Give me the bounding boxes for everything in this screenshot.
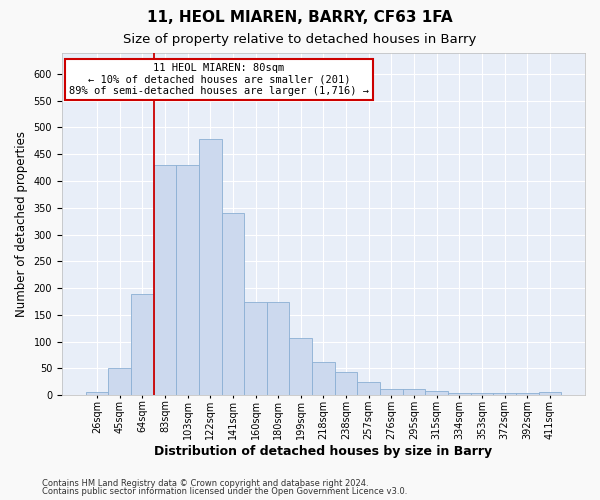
- Bar: [448, 392, 470, 396]
- Bar: [109, 368, 131, 396]
- Bar: [86, 392, 109, 396]
- Bar: [493, 392, 516, 396]
- Bar: [403, 389, 425, 396]
- Bar: [289, 338, 312, 396]
- Text: Contains HM Land Registry data © Crown copyright and database right 2024.: Contains HM Land Registry data © Crown c…: [42, 478, 368, 488]
- Bar: [380, 389, 403, 396]
- Bar: [221, 213, 244, 396]
- Bar: [312, 362, 335, 396]
- Bar: [176, 165, 199, 396]
- Text: 11, HEOL MIAREN, BARRY, CF63 1FA: 11, HEOL MIAREN, BARRY, CF63 1FA: [147, 10, 453, 25]
- Bar: [470, 392, 493, 396]
- Y-axis label: Number of detached properties: Number of detached properties: [15, 131, 28, 317]
- Bar: [358, 382, 380, 396]
- Bar: [199, 140, 221, 396]
- X-axis label: Distribution of detached houses by size in Barry: Distribution of detached houses by size …: [154, 444, 493, 458]
- Bar: [154, 165, 176, 396]
- Bar: [244, 302, 267, 396]
- Text: Contains public sector information licensed under the Open Government Licence v3: Contains public sector information licen…: [42, 487, 407, 496]
- Bar: [267, 302, 289, 396]
- Bar: [539, 392, 561, 396]
- Bar: [131, 294, 154, 396]
- Bar: [335, 372, 358, 396]
- Text: 11 HEOL MIAREN: 80sqm
← 10% of detached houses are smaller (201)
89% of semi-det: 11 HEOL MIAREN: 80sqm ← 10% of detached …: [69, 63, 369, 96]
- Bar: [425, 391, 448, 396]
- Text: Size of property relative to detached houses in Barry: Size of property relative to detached ho…: [124, 32, 476, 46]
- Bar: [516, 392, 539, 396]
